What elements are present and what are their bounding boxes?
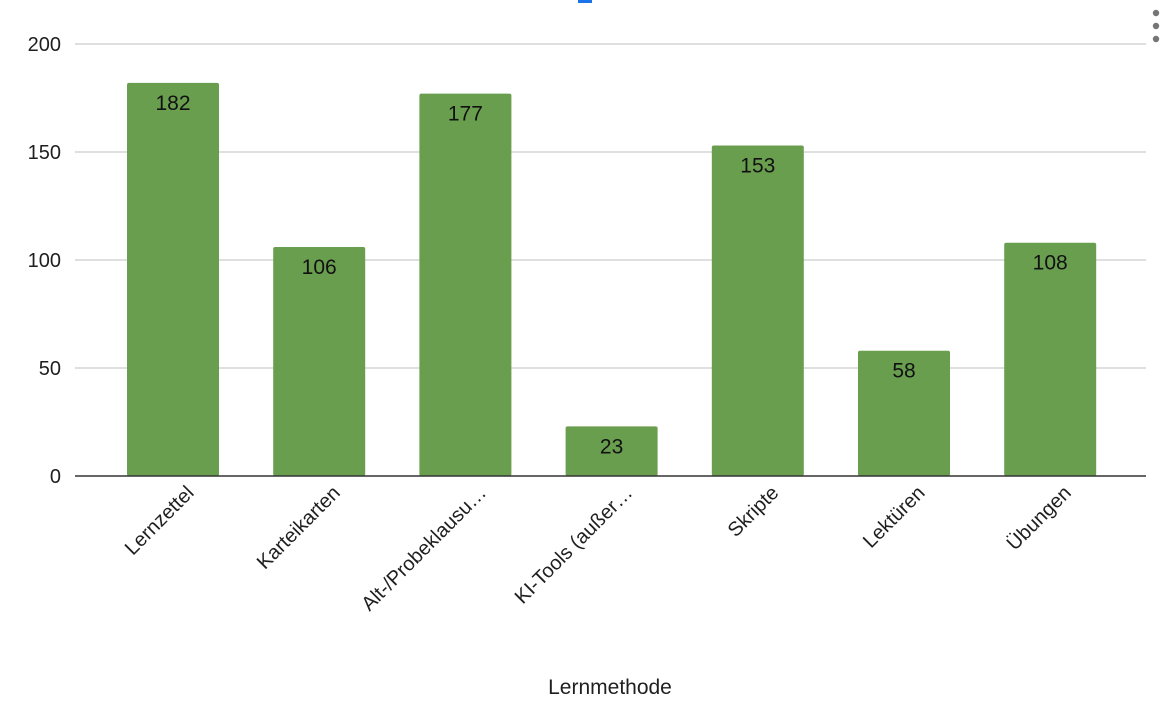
- bar-data-label: 177: [448, 103, 483, 126]
- bar-data-label: 106: [302, 256, 337, 279]
- bar[interactable]: [1004, 242, 1097, 476]
- bar[interactable]: [858, 350, 950, 476]
- bar-data-label: 23: [600, 435, 623, 458]
- gridlines: [75, 43, 1146, 369]
- y-tick-label: 100: [28, 250, 61, 272]
- more-vertical-icon[interactable]: [1144, 6, 1168, 46]
- y-tick-label: 0: [50, 466, 61, 488]
- bars: [127, 82, 1097, 477]
- y-axis-tick-labels: 0 50 100 150 200: [28, 34, 61, 488]
- x-axis-title: Lernmethode: [548, 676, 672, 699]
- y-tick-label: 200: [28, 34, 61, 56]
- bar[interactable]: [711, 145, 804, 476]
- bar[interactable]: [273, 247, 366, 476]
- y-tick-label: 150: [28, 142, 61, 164]
- bar-data-label: 58: [892, 360, 915, 383]
- bar-data-label: 153: [740, 155, 775, 178]
- bar[interactable]: [127, 82, 219, 476]
- data-labels: 182 106 177 23 153 58 108: [155, 92, 1067, 458]
- y-tick-label: 50: [39, 358, 61, 380]
- bar[interactable]: [419, 93, 512, 477]
- bar[interactable]: [565, 426, 658, 476]
- bar-data-label: 108: [1033, 252, 1068, 275]
- bar-data-label: 182: [155, 92, 190, 115]
- top-accent-mark: [578, 0, 592, 3]
